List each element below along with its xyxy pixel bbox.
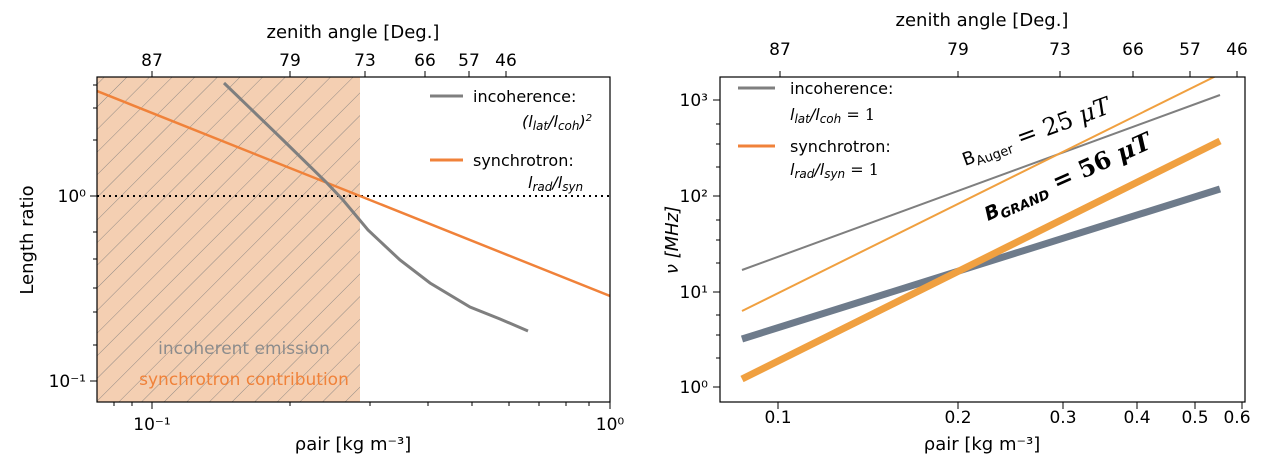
right-top-tick-label: 66 [1122,40,1144,60]
right-y-tick-label: 10² [680,187,708,207]
left-legend-incoherence-formula: (llat/lcoh)2 [522,112,592,133]
annotation-incoherent-emission: incoherent emission [158,339,330,359]
right-x-tick-label: 0.4 [1123,408,1150,428]
left-synchrotron-series [97,89,610,298]
left-legend: incoherence: (llat/lcoh)2 synchrotron: l… [430,87,592,194]
left-x-tick-label: 10⁻¹ [133,415,170,435]
right-grand-incoherence-line [740,185,1222,343]
left-legend-synchrotron-formula: lrad/lsyn [528,173,583,194]
right-top-tick-label: 57 [1179,40,1201,60]
annotation-synchrotron-contribution: synchrotron contribution [139,370,349,390]
left-plot-frame [96,76,611,403]
left-hatch-region [97,77,360,402]
right-y-axis-label: ν [MHz] [662,206,683,274]
left-top-tick-label: 57 [458,51,480,71]
right-legend-incoherence-label: incoherence: [790,79,893,98]
right-legend-synchrotron-label: synchrotron: [790,137,891,156]
left-top-tick-label: 87 [141,51,163,71]
left-top-ticks: 87 79 73 66 57 46 [141,51,517,77]
right-top-tick-label: 73 [1049,40,1071,60]
right-y-ticks: 10⁰ 10¹ 10² 10³ [680,91,720,398]
right-x-tick-label: 0.3 [1049,408,1076,428]
right-auger-incoherence-line [741,94,1221,271]
left-chart: zenith angle [Deg.] incoherent emission … [17,22,624,455]
left-y-axis-label: Length ratio [17,185,38,294]
left-bottom-ticks: 10⁻¹ 10⁰ [113,402,625,435]
left-y-tick-label: 10⁻¹ [49,372,86,392]
right-chart: zenith angle [Deg.] 87 79 73 66 57 46 [662,10,1251,455]
right-top-tick-label: 79 [947,40,969,60]
right-x-tick-label: 0.1 [764,408,791,428]
right-top-tick-label: 87 [769,40,791,60]
right-top-tick-label: 46 [1226,40,1248,60]
left-top-axis-title: zenith angle [Deg.] [267,22,440,43]
right-x-tick-label: 0.2 [944,408,971,428]
right-top-axis-title: zenith angle [Deg.] [896,10,1069,31]
right-x-tick-label: 0.5 [1181,408,1208,428]
left-y-tick-label: 10⁰ [58,187,87,207]
right-y-tick-label: 10¹ [680,283,708,303]
left-legend-incoherence-label: incoherence: [473,87,576,106]
right-top-ticks: 87 79 73 66 57 46 [769,40,1248,77]
right-legend-incoherence-formula: llat/lcoh = 1 [790,105,875,126]
left-top-tick-label: 46 [495,51,517,71]
left-x-tick-label: 10⁰ [596,415,625,435]
left-top-tick-label: 79 [279,51,301,71]
right-x-tick-label: 0.6 [1223,408,1250,428]
right-grand-synchrotron-line [740,137,1222,383]
left-incoherence-series [222,81,529,333]
right-legend: incoherence: llat/lcoh = 1 synchrotron: … [738,79,893,181]
left-y-ticks: 10⁰ 10⁻¹ [49,84,97,392]
left-x-axis-label: ρair [kg m⁻³] [295,434,411,455]
right-y-tick-label: 10³ [680,91,708,111]
left-top-tick-label: 66 [414,51,436,71]
right-legend-synchrotron-formula: lrad/lsyn = 1 [790,160,879,181]
right-x-axis-label: ρair [kg m⁻³] [924,434,1040,455]
right-auger-synchrotron-line [741,77,1217,312]
left-top-tick-label: 73 [354,51,376,71]
right-y-tick-label: 10⁰ [680,378,709,398]
left-legend-synchrotron-label: synchrotron: [473,151,574,170]
right-bottom-ticks: 0.1 0.2 0.3 0.4 0.5 0.6 [764,402,1251,428]
